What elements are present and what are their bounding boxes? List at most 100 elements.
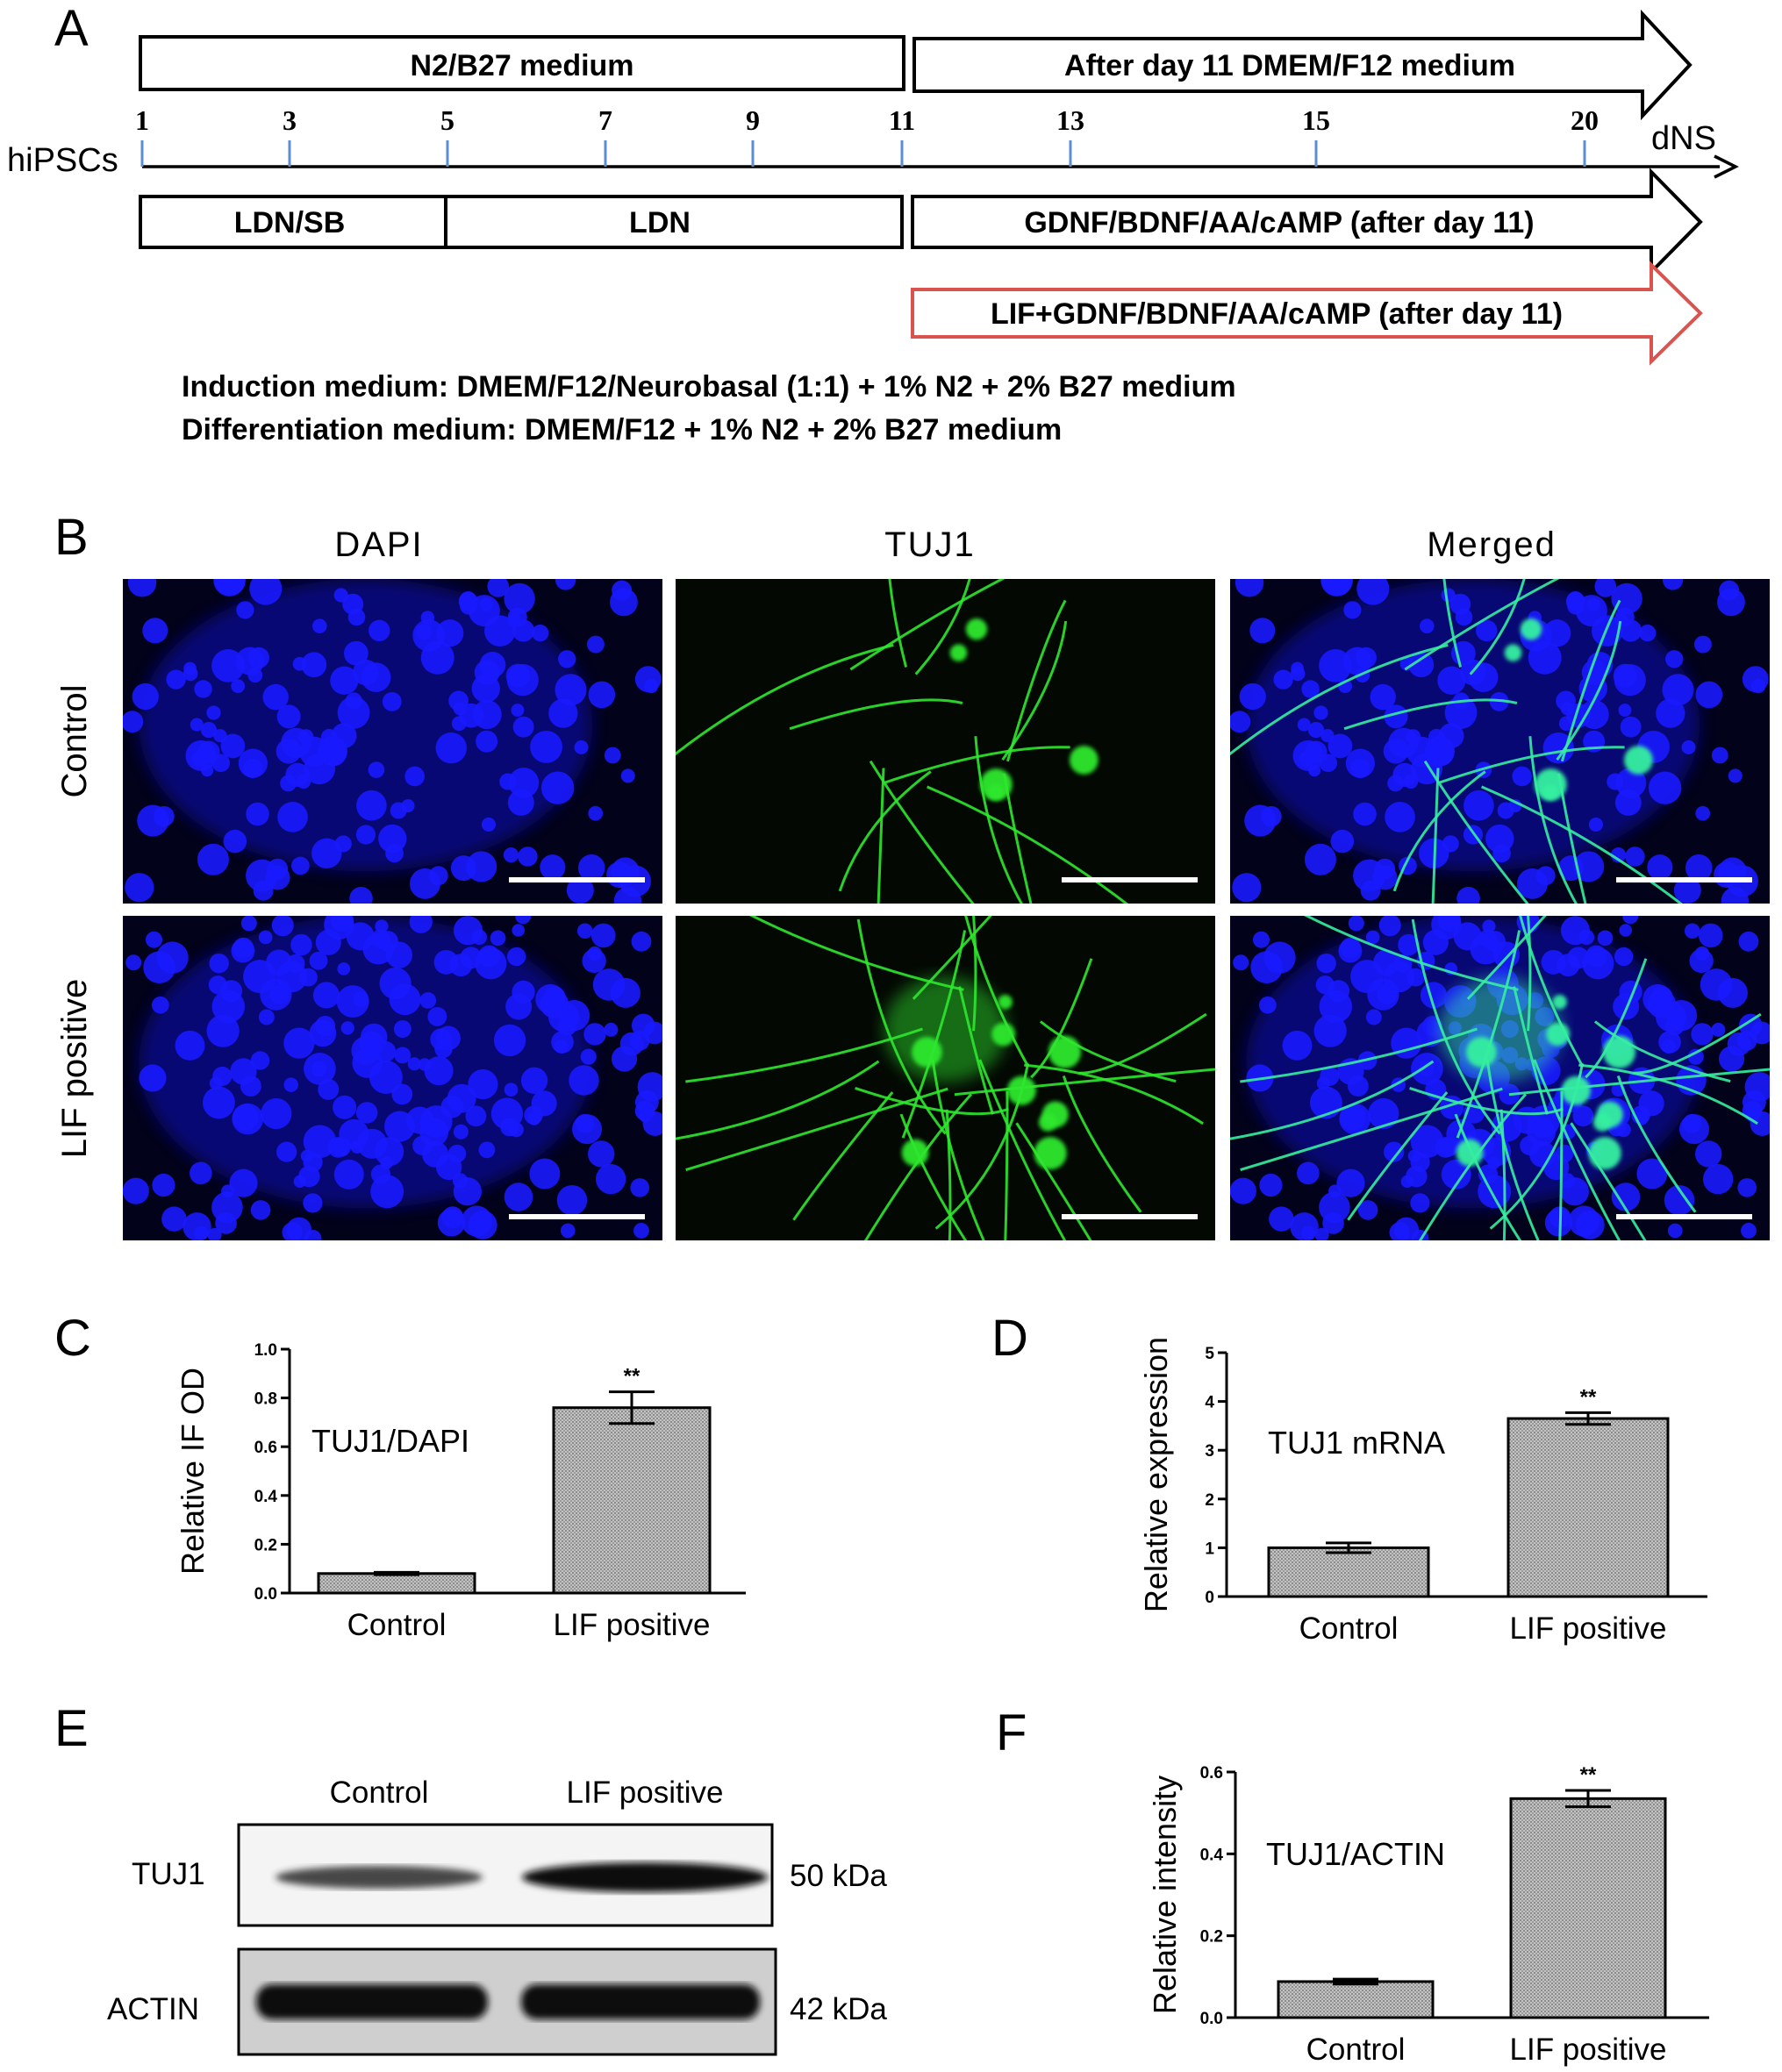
micrograph-lif-positive-merged	[1230, 916, 1770, 1240]
inner-label: TUJ1/ACTIN	[1266, 1836, 1445, 1872]
differentiation-medium-text: Differentiation medium: DMEM/F12 + 1% N2…	[182, 413, 1062, 447]
timeline-tick-label-20: 20	[1571, 104, 1599, 136]
blot-lane-lif-positive: LIF positive	[567, 1775, 724, 1810]
micrograph-control-dapi	[123, 579, 662, 904]
timeline-tick-label-9: 9	[746, 104, 760, 136]
x-category-label: LIF positive	[1510, 2033, 1667, 2067]
timeline-ticks: 1 3 5 7 9 11 13 15 20	[135, 104, 1599, 167]
significance-marker: **	[624, 1365, 641, 1389]
panel-letter-a: A	[54, 0, 89, 57]
panel-letter-f: F	[996, 1704, 1027, 1761]
lif-gdnf-arrow	[911, 261, 1703, 366]
timeline-tick-label-11: 11	[889, 104, 915, 136]
bar-control	[1267, 1546, 1430, 1598]
blot-size-50kda: 50 kDa	[790, 1859, 887, 1893]
scale-bar	[1062, 1214, 1198, 1219]
row-header-control: Control	[55, 685, 94, 798]
timeline-start-label: hiPSCs	[7, 142, 118, 179]
x-category-label: Control	[1306, 2033, 1406, 2067]
bar-control	[1277, 1980, 1435, 2019]
x-category-label: Control	[1299, 1611, 1399, 1646]
x-category-label: Control	[347, 1608, 447, 1642]
timeline-tick-label-15: 15	[1302, 104, 1330, 136]
timeline-tick-label-7: 7	[598, 104, 612, 136]
chart-c: 0.0 0.2 0.4 0.6 0.8 1.0 Relative IF OD Control *…	[175, 1341, 746, 1642]
column-header-tuj1: TUJ1	[884, 525, 976, 564]
scale-bar	[509, 877, 645, 882]
y-tick-label: 0.0	[1200, 2010, 1223, 2028]
ldn-label: LDN	[629, 206, 691, 239]
ldn-sb-label: LDN/SB	[234, 206, 346, 239]
timeline-tick-label-1: 1	[135, 104, 149, 136]
blot-row-tuj1: TUJ1	[132, 1857, 205, 1891]
micrograph-grid	[123, 579, 1770, 1240]
micrograph-control-tuj1	[676, 579, 1215, 904]
column-header-dapi: DAPI	[334, 525, 423, 564]
induction-medium-text: Induction medium: DMEM/F12/Neurobasal (1…	[182, 370, 1236, 404]
y-tick-label: 0.2	[1200, 1928, 1223, 1947]
chart-f: 0.0 0.2 0.4 0.6 Relative intensity Control ** L…	[1147, 1763, 1709, 2067]
bar-lif-positive	[1506, 1417, 1670, 1598]
n2-b27-medium-box	[139, 35, 905, 91]
lif-gdnf-label: LIF+GDNF/BDNF/AA/cAMP (after day 11)	[991, 297, 1563, 331]
panel-letter-b: B	[54, 509, 89, 566]
y-tick-label: 0.4	[1200, 1846, 1224, 1864]
n2-b27-medium-label: N2/B27 medium	[410, 49, 633, 82]
chart-d: 0 1 2 3 4 5 Relative expression Control ** LIF po…	[1138, 1337, 1707, 1646]
y-tick-label: 0.6	[1200, 1764, 1223, 1783]
y-axis-title: Relative IF OD	[175, 1368, 211, 1575]
panel-letter-d: D	[991, 1310, 1028, 1367]
bar-lif-positive	[552, 1406, 712, 1595]
dmem-f12-medium-label: After day 11 DMEM/F12 medium	[1064, 49, 1515, 82]
y-tick-label: 0.6	[254, 1439, 277, 1457]
scale-bar	[1062, 877, 1198, 882]
timeline-arrowhead	[1714, 154, 1739, 179]
blot-actin-band-control	[256, 1984, 488, 2019]
row-header-lif-positive: LIF positive	[55, 979, 94, 1159]
gdnf-label: GDNF/BDNF/AA/cAMP (after day 11)	[1024, 206, 1534, 239]
y-tick-label: 0.0	[254, 1585, 277, 1604]
y-tick-label: 2	[1205, 1491, 1214, 1510]
significance-marker: **	[1580, 1385, 1597, 1409]
y-tick-label: 1.0	[254, 1341, 277, 1360]
blot-tuj1-band-lif	[522, 1862, 768, 1892]
scale-bar	[1616, 877, 1752, 882]
micrograph-control-merged	[1230, 579, 1770, 904]
column-header-merged: Merged	[1427, 525, 1557, 564]
timeline-tick-label-3: 3	[283, 104, 297, 136]
y-tick-label: 1	[1205, 1540, 1214, 1558]
timeline-end-label: dNS	[1651, 120, 1716, 157]
panel-letter-e: E	[54, 1700, 89, 1757]
inner-label: TUJ1 mRNA	[1268, 1425, 1445, 1461]
y-tick-label: 5	[1205, 1345, 1214, 1363]
y-tick-label: 0	[1205, 1589, 1214, 1607]
blot-actin-band-lif	[521, 1984, 760, 2019]
panel-e: E Control LIF positive TUJ1 ACTIN 50 kDa…	[54, 1700, 887, 2056]
significance-marker: **	[1580, 1763, 1597, 1787]
ldn-box	[444, 195, 904, 249]
panel-a: A N2/B27 medium After day 11 DMEM/F12 me…	[7, 0, 1739, 447]
gdnf-arrow	[911, 168, 1703, 276]
dmem-f12-arrow	[912, 9, 1693, 121]
panel-b: B DAPI TUJ1 Merged Control LIF positive	[54, 509, 1770, 1240]
y-tick-label: 3	[1205, 1442, 1214, 1461]
bar-control	[317, 1572, 476, 1595]
blot-row-actin: ACTIN	[107, 1992, 199, 2026]
y-axis-title: Relative expression	[1138, 1337, 1174, 1612]
y-tick-label: 0.8	[254, 1390, 277, 1409]
y-tick-label: 0.4	[254, 1488, 278, 1506]
scale-bar	[1616, 1214, 1752, 1219]
y-tick-label: 0.2	[254, 1536, 277, 1554]
blot-size-42kda: 42 kDa	[790, 1992, 887, 2026]
timeline-tick-label-5: 5	[440, 104, 454, 136]
timeline-tick-label-13: 13	[1056, 104, 1084, 136]
panel-letter-c: C	[54, 1310, 91, 1367]
blot-lane-control: Control	[330, 1775, 429, 1810]
scale-bar	[509, 1214, 645, 1219]
y-axis-title: Relative intensity	[1147, 1775, 1183, 2014]
inner-label: TUJ1/DAPI	[311, 1423, 469, 1459]
micrograph-lif-positive-dapi	[123, 916, 662, 1240]
x-category-label: LIF positive	[554, 1608, 711, 1642]
x-category-label: LIF positive	[1510, 1611, 1667, 1646]
